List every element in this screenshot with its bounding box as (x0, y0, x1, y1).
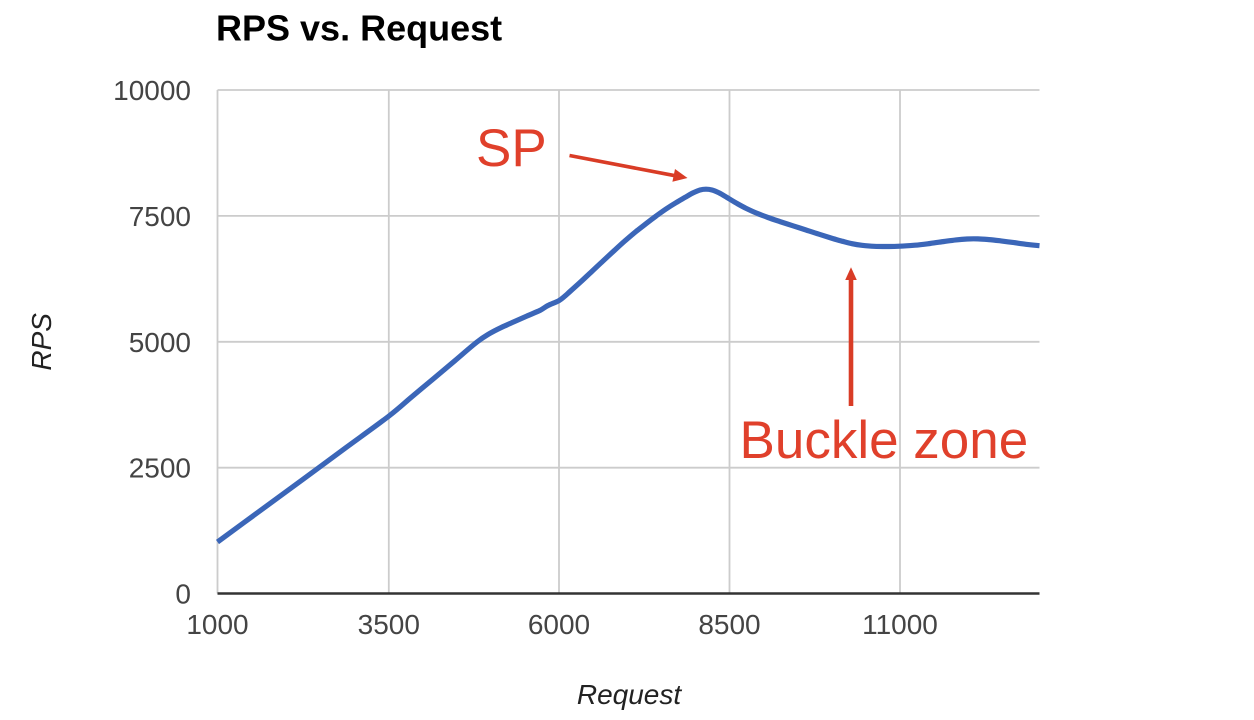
svg-text:RPS vs. Request: RPS vs. Request (216, 8, 502, 49)
svg-text:3500: 3500 (358, 609, 420, 640)
svg-text:5000: 5000 (129, 327, 191, 358)
svg-text:2500: 2500 (129, 453, 191, 484)
svg-text:7500: 7500 (129, 201, 191, 232)
svg-text:1000: 1000 (186, 609, 248, 640)
svg-text:10000: 10000 (113, 75, 191, 106)
svg-text:Buckle zone: Buckle zone (740, 411, 1029, 470)
svg-text:6000: 6000 (528, 609, 590, 640)
svg-text:11000: 11000 (862, 609, 938, 640)
svg-text:8500: 8500 (698, 609, 760, 640)
svg-text:SP: SP (476, 119, 547, 178)
svg-text:0: 0 (175, 579, 191, 610)
svg-text:RPS: RPS (26, 313, 57, 371)
svg-text:Request: Request (577, 679, 683, 710)
